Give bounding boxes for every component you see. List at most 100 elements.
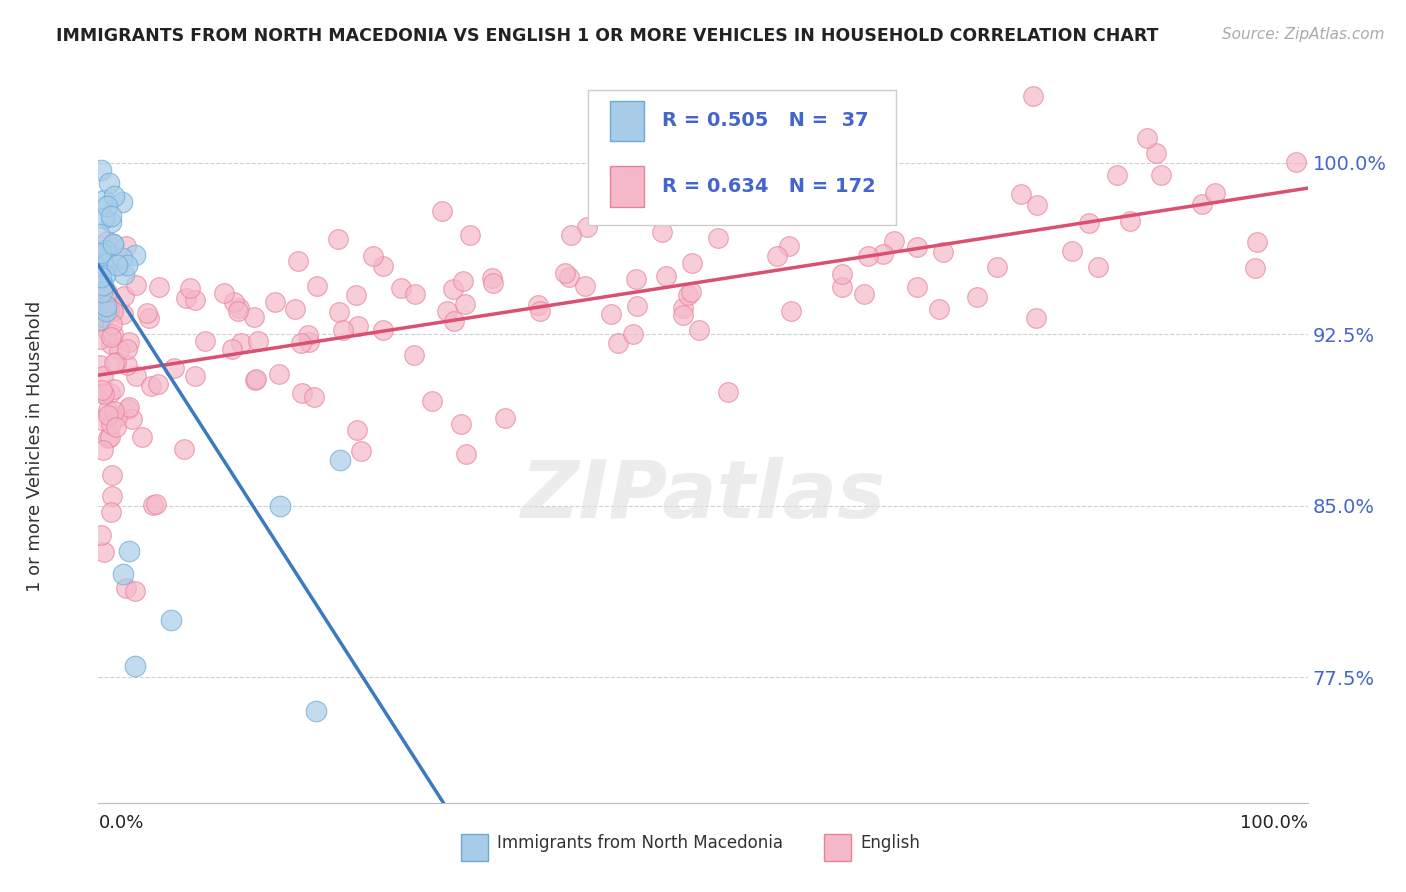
Point bbox=[932, 245, 955, 260]
Point bbox=[297, 327, 319, 342]
Point bbox=[184, 368, 207, 383]
Point bbox=[458, 227, 481, 242]
Point bbox=[100, 505, 122, 519]
Point bbox=[91, 293, 114, 308]
Point bbox=[173, 442, 195, 457]
Point bbox=[655, 269, 678, 284]
Point bbox=[94, 303, 117, 318]
Point bbox=[115, 581, 138, 595]
Point bbox=[623, 326, 645, 341]
Point bbox=[676, 288, 699, 302]
Point bbox=[94, 244, 117, 258]
Point bbox=[160, 613, 183, 627]
Point bbox=[138, 311, 160, 326]
Text: 1 or more Vehicles in Household: 1 or more Vehicles in Household bbox=[27, 301, 44, 591]
Point bbox=[290, 335, 312, 350]
Point bbox=[90, 270, 112, 285]
Point bbox=[111, 567, 134, 582]
Point bbox=[404, 348, 426, 362]
Point bbox=[243, 372, 266, 386]
Point bbox=[1243, 261, 1265, 276]
FancyBboxPatch shape bbox=[610, 101, 644, 141]
Point bbox=[450, 417, 472, 432]
Point bbox=[1022, 89, 1045, 103]
Point bbox=[1284, 154, 1306, 169]
Point bbox=[329, 453, 352, 467]
Text: ZIPatlas: ZIPatlas bbox=[520, 457, 886, 534]
Point bbox=[96, 234, 118, 248]
Point bbox=[115, 239, 138, 253]
Point bbox=[245, 372, 267, 386]
Point bbox=[264, 294, 287, 309]
Point bbox=[494, 411, 516, 425]
Point bbox=[117, 401, 139, 416]
Point bbox=[100, 417, 122, 431]
Point bbox=[707, 231, 730, 245]
Point bbox=[1107, 168, 1129, 182]
Point bbox=[1025, 198, 1047, 212]
Point bbox=[115, 343, 138, 357]
Point bbox=[346, 423, 368, 437]
Point bbox=[100, 215, 122, 229]
Point bbox=[148, 280, 170, 294]
Point bbox=[100, 336, 122, 351]
Point bbox=[101, 236, 124, 251]
Point bbox=[679, 285, 702, 300]
Point bbox=[246, 334, 269, 349]
Point bbox=[290, 386, 312, 401]
Point bbox=[111, 194, 134, 209]
Point bbox=[672, 301, 695, 315]
Point bbox=[1010, 187, 1032, 202]
Point bbox=[97, 403, 120, 417]
Point bbox=[93, 257, 115, 271]
Point bbox=[304, 390, 326, 404]
Point bbox=[481, 271, 503, 285]
Point bbox=[1150, 169, 1173, 183]
Point bbox=[404, 287, 426, 301]
Point bbox=[121, 412, 143, 426]
Point bbox=[112, 267, 135, 281]
Point bbox=[389, 281, 412, 295]
Point bbox=[328, 305, 350, 319]
Point bbox=[269, 499, 291, 513]
Point bbox=[226, 304, 249, 318]
Point bbox=[96, 199, 118, 213]
Point bbox=[1191, 197, 1213, 211]
Point bbox=[350, 443, 373, 458]
Point bbox=[89, 312, 111, 326]
Point bbox=[305, 704, 328, 718]
Point bbox=[91, 310, 114, 325]
Point bbox=[90, 247, 112, 261]
FancyBboxPatch shape bbox=[610, 167, 644, 207]
Point bbox=[87, 227, 110, 242]
Point bbox=[1246, 235, 1268, 249]
Text: 0.0%: 0.0% bbox=[98, 814, 143, 832]
Point bbox=[221, 342, 243, 356]
Point bbox=[97, 325, 120, 339]
Point bbox=[91, 314, 114, 328]
Point bbox=[432, 203, 454, 218]
Point bbox=[717, 384, 740, 399]
Point bbox=[441, 282, 464, 296]
Point bbox=[93, 281, 115, 295]
Point bbox=[451, 274, 474, 288]
FancyBboxPatch shape bbox=[461, 833, 488, 862]
Point bbox=[90, 285, 112, 299]
Point bbox=[454, 296, 477, 310]
Point bbox=[1087, 260, 1109, 275]
Point bbox=[139, 378, 162, 392]
Point bbox=[101, 304, 124, 318]
Point bbox=[111, 307, 134, 321]
Point bbox=[872, 247, 894, 261]
Point bbox=[103, 356, 125, 370]
Point bbox=[89, 332, 111, 346]
Point bbox=[118, 400, 141, 414]
Point bbox=[96, 285, 118, 299]
Point bbox=[105, 258, 128, 272]
Point bbox=[98, 301, 121, 315]
Point bbox=[105, 355, 128, 369]
Point bbox=[125, 277, 148, 292]
Point bbox=[574, 279, 596, 293]
Point bbox=[105, 420, 128, 434]
Point bbox=[93, 386, 115, 401]
